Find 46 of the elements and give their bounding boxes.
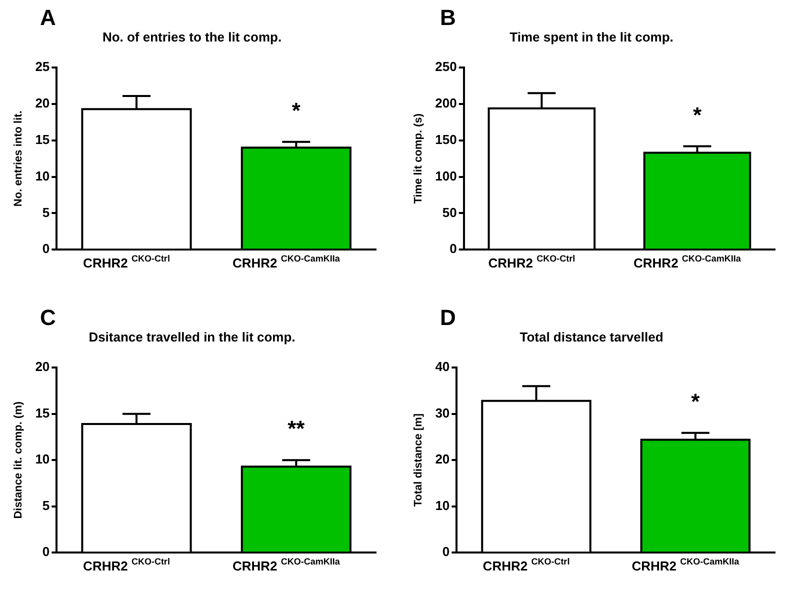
y-tick-label: 20 xyxy=(435,452,450,467)
y-tick-label: 100 xyxy=(435,168,457,184)
y-axis-title: Total distance [m] xyxy=(412,413,425,507)
x-tick-label: CRHR2 CKO-Ctrl xyxy=(488,254,576,271)
y-tick-label: 10 xyxy=(35,452,50,467)
y-tick-label: 15 xyxy=(35,405,50,420)
x-tick-label: CRHR2 CKO-CamKIIa xyxy=(232,556,341,574)
y-tick-label: 5 xyxy=(42,498,50,513)
y-tick-label: 0 xyxy=(42,544,50,560)
x-tick-label: CRHR2 CKO-CamKIIa xyxy=(632,556,740,574)
y-tick-label: 20 xyxy=(35,359,50,374)
y-tick-label: 40 xyxy=(435,359,450,374)
y-tick-label: 250 xyxy=(435,59,457,74)
chart-title: No. of entries to the lit comp. xyxy=(102,29,282,44)
annotation: * xyxy=(691,388,700,414)
y-axis-title: Distance lit. comp. (m) xyxy=(12,401,25,519)
x-tick-label: CRHR2 CKO-CamKIIa xyxy=(232,254,341,271)
chart-title: Time spent in the lit comp. xyxy=(510,29,674,44)
y-axis-title: Time lit comp. (s) xyxy=(412,113,425,204)
y-tick-label: 50 xyxy=(442,204,457,220)
annotation: * xyxy=(292,98,301,123)
y-axis-title: No. entries into lit. xyxy=(12,110,25,207)
y-tick-label: 5 xyxy=(42,204,50,220)
text: D xyxy=(440,305,456,330)
y-tick-label: 15 xyxy=(35,132,50,147)
x-tick-label: CRHR2 CKO-Ctrl xyxy=(83,254,170,271)
y-tick-label: 25 xyxy=(35,59,50,74)
x-tick-label: CRHR2 CKO-Ctrl xyxy=(83,556,170,574)
y-tick-label: 200 xyxy=(435,96,457,111)
text: C xyxy=(40,305,56,330)
annotation: ** xyxy=(288,416,306,442)
y-tick-label: 150 xyxy=(435,132,457,147)
y-tick-label: 10 xyxy=(435,498,450,513)
annotation: * xyxy=(692,102,702,128)
y-tick-label: 0 xyxy=(42,241,50,256)
y-tick-label: 10 xyxy=(35,168,50,184)
x-tick-label: CRHR2 CKO-CamKIIa xyxy=(634,254,742,271)
text: B xyxy=(440,5,456,30)
y-tick-label: 0 xyxy=(450,241,457,256)
text: A xyxy=(40,5,56,30)
y-tick-label: 30 xyxy=(435,405,450,420)
chart-title: Dsitance travelled in the lit comp. xyxy=(88,329,296,344)
chart-title: Total distance tarvelled xyxy=(520,329,664,344)
x-tick-label: CRHR2 CKO-Ctrl xyxy=(482,556,570,574)
y-tick-label: 0 xyxy=(442,544,450,560)
y-tick-label: 20 xyxy=(35,96,50,111)
